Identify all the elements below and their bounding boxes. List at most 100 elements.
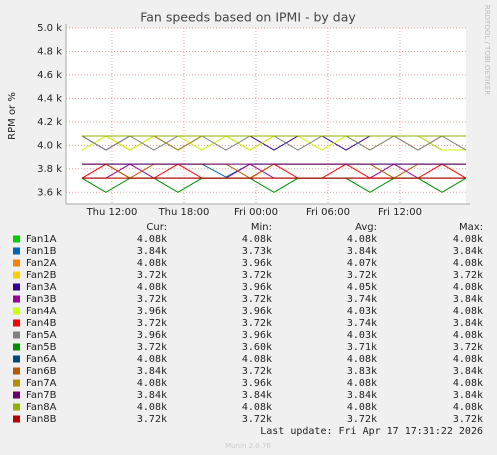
- legend-value: 3.72k: [137, 294, 167, 305]
- y-tick-label: 5.0 k: [37, 23, 62, 34]
- legend-value: 3.96k: [242, 258, 272, 269]
- legend-value: 4.08k: [453, 354, 483, 365]
- legend-value: 4.03k: [347, 330, 377, 341]
- legend-value: 3.74k: [347, 318, 377, 329]
- legend-value: 3.73k: [242, 246, 272, 257]
- legend-value: 4.07k: [347, 258, 377, 269]
- legend-label: Fan2B: [26, 270, 57, 281]
- y-tick-label: 4.6 k: [37, 70, 62, 81]
- legend-value: 4.08k: [453, 282, 483, 293]
- legend-value: 3.71k: [347, 342, 377, 353]
- legend-swatch: [13, 247, 20, 255]
- legend-value: 3.96k: [242, 378, 272, 389]
- legend-swatch: [13, 319, 20, 327]
- legend-swatch: [13, 379, 20, 387]
- legend-value: 4.08k: [242, 354, 272, 365]
- legend-value: 3.72k: [137, 318, 167, 329]
- legend-value: 4.08k: [347, 402, 377, 413]
- legend-value: 4.08k: [453, 330, 483, 341]
- legend-value: 4.08k: [137, 354, 167, 365]
- legend-value: 3.72k: [242, 294, 272, 305]
- legend-label: Fan2A: [26, 258, 57, 269]
- legend-swatch: [13, 271, 20, 279]
- legend-value: 3.72k: [137, 414, 167, 425]
- y-tick-label: 4.0 k: [37, 140, 62, 151]
- legend-value: 3.96k: [137, 306, 167, 317]
- legend-value: 3.84k: [453, 246, 483, 257]
- legend-swatch: [13, 367, 20, 375]
- legend-value: 3.60k: [242, 342, 272, 353]
- legend-value: 3.84k: [137, 246, 167, 257]
- legend-label: Fan4B: [26, 318, 57, 329]
- legend-value: 4.05k: [347, 282, 377, 293]
- legend-value: 3.84k: [453, 318, 483, 329]
- legend-value: 3.72k: [242, 318, 272, 329]
- footer: Munin 2.0.76: [225, 442, 271, 450]
- legend-value: 4.08k: [137, 258, 167, 269]
- legend-value: 3.84k: [137, 390, 167, 401]
- legend-label: Fan1B: [26, 246, 57, 257]
- y-tick-label: 4.4 k: [37, 93, 62, 104]
- legend-label: Fan5A: [26, 330, 57, 341]
- legend-label: Fan3A: [26, 282, 57, 293]
- side-text: RRDTOOL / TOBI OETIKER: [483, 5, 491, 95]
- legend-value: 4.08k: [453, 402, 483, 413]
- legend-value: 4.08k: [347, 378, 377, 389]
- legend-value: 4.08k: [347, 354, 377, 365]
- legend-header: Min:: [251, 222, 272, 233]
- legend-value: 3.72k: [137, 342, 167, 353]
- legend-swatch: [13, 283, 20, 291]
- legend-value: 3.72k: [453, 414, 483, 425]
- legend-label: Fan5B: [26, 342, 57, 353]
- legend-value: 3.84k: [137, 366, 167, 377]
- legend-swatch: [13, 415, 20, 423]
- legend-header: Avg:: [355, 222, 377, 233]
- legend-value: 3.83k: [347, 366, 377, 377]
- y-axis-label: RPM or %: [7, 92, 18, 140]
- legend-swatch: [13, 307, 20, 315]
- legend-value: 4.08k: [242, 402, 272, 413]
- x-tick-label: Fri 00:00: [234, 207, 278, 218]
- legend-value: 3.84k: [347, 390, 377, 401]
- legend-value: 3.84k: [347, 246, 377, 257]
- legend-value: 3.84k: [453, 390, 483, 401]
- legend-swatch: [13, 403, 20, 411]
- x-tick-label: Fri 06:00: [306, 207, 350, 218]
- legend-label: Fan6B: [26, 366, 57, 377]
- legend-value: 3.84k: [453, 366, 483, 377]
- y-tick-label: 3.8 k: [37, 164, 62, 175]
- legend-value: 3.96k: [242, 330, 272, 341]
- legend-value: 3.72k: [137, 270, 167, 281]
- legend-swatch: [13, 295, 20, 303]
- legend-value: 3.84k: [242, 390, 272, 401]
- legend-swatch: [13, 391, 20, 399]
- legend-value: 3.84k: [453, 294, 483, 305]
- legend-value: 4.08k: [137, 378, 167, 389]
- legend-swatch: [13, 343, 20, 351]
- x-tick-label: Thu 18:00: [158, 207, 210, 218]
- legend-value: 3.72k: [453, 342, 483, 353]
- legend-value: 4.08k: [453, 258, 483, 269]
- y-tick-label: 4.8 k: [37, 46, 62, 57]
- legend-swatch: [13, 259, 20, 267]
- legend-label: Fan7A: [26, 378, 57, 389]
- legend-label: Fan8A: [26, 402, 57, 413]
- legend-swatch: [13, 235, 20, 243]
- legend-value: 4.08k: [453, 306, 483, 317]
- legend-label: Fan8B: [26, 414, 57, 425]
- legend-value: 3.96k: [137, 330, 167, 341]
- chart-title: Fan speeds based on IPMI - by day: [140, 10, 356, 25]
- legend-swatch: [13, 355, 20, 363]
- legend-header: Cur:: [146, 222, 167, 233]
- legend-value: 4.08k: [137, 282, 167, 293]
- legend-label: Fan3B: [26, 294, 57, 305]
- x-tick-label: Fri 12:00: [378, 207, 422, 218]
- legend-value: 3.72k: [347, 270, 377, 281]
- legend-value: 4.03k: [347, 306, 377, 317]
- legend-value: 3.96k: [242, 306, 272, 317]
- y-tick-label: 4.2 k: [37, 117, 62, 128]
- legend-value: 3.72k: [347, 414, 377, 425]
- legend-label: Fan6A: [26, 354, 57, 365]
- legend-value: 4.08k: [137, 402, 167, 413]
